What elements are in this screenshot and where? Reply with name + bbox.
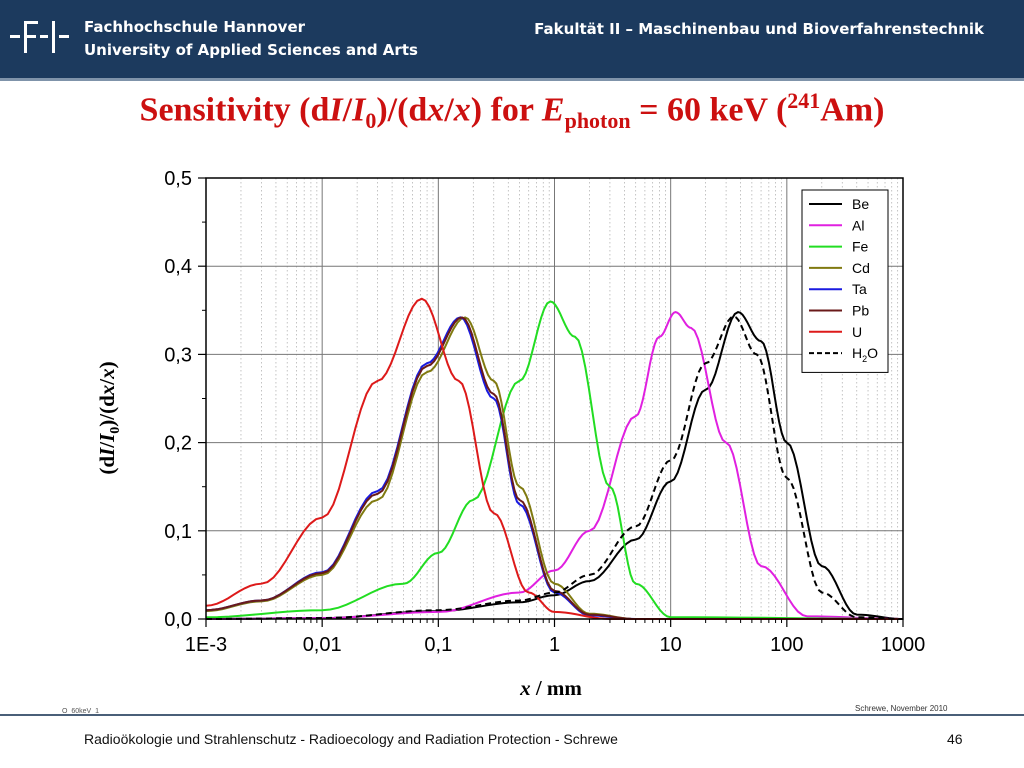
x-tick-label: 0,1: [424, 634, 452, 656]
footer-line: [0, 714, 1024, 716]
y-tick-label: 0,2: [164, 433, 192, 455]
y-label-part: x: [95, 385, 119, 397]
y-label-part: 0: [108, 427, 123, 434]
series-line-al: [206, 311, 904, 620]
legend-label-part: Ta: [852, 281, 867, 297]
y-tick-label: 0,0: [164, 609, 192, 631]
x-label-part: x: [519, 676, 531, 700]
y-label-part: /: [95, 441, 119, 449]
chart-series: [205, 297, 904, 620]
series-line-pb: [205, 316, 903, 620]
series-line-fe: [205, 300, 903, 620]
header-stripe: [0, 78, 1024, 81]
x-tick-label: 1E-3: [185, 634, 227, 656]
y-axis-label: (dI/I0)/(dx/x): [95, 361, 123, 474]
series-line-u: [205, 297, 903, 620]
title-part: = 60 keV (: [630, 91, 788, 129]
chart-ticks: 1E-3 0,01 0,1 1 10 100 1000 0,0 0,1 0,2 0,3 0,4 0,5: [164, 168, 925, 656]
legend-label-part: Cd: [852, 260, 870, 276]
title-part: ) for: [470, 91, 542, 129]
title-part: /: [444, 91, 454, 129]
title-part: photon: [564, 108, 631, 134]
y-label-part: x: [95, 368, 119, 380]
faculty-name: Fakultät II – Maschinenbau und Bioverfah…: [534, 20, 984, 38]
x-label-part: / mm: [531, 676, 583, 700]
legend-label-part: Fe: [852, 239, 869, 255]
x-tick-label: 1000: [881, 634, 926, 656]
x-tick-label: 0,01: [303, 634, 342, 656]
y-label-part: )/(d: [95, 395, 119, 427]
legend-label: Cd: [852, 260, 870, 276]
y-tick-label: 0,4: [164, 256, 192, 278]
series-line-h2o: [206, 315, 903, 620]
series-line-be: [206, 311, 904, 620]
title-part: I: [329, 91, 343, 129]
legend-label: Fe: [852, 239, 869, 255]
institution-name-en: University of Applied Sciences and Arts: [84, 41, 418, 59]
title-part: Sensitivity (d: [139, 91, 330, 129]
chart-title: Sensitivity (dI/I0)/(dx/x) for Ephoton =…: [0, 88, 1024, 134]
chart-grid: [205, 177, 904, 620]
title-part: /: [342, 91, 353, 129]
legend-box: [801, 189, 889, 373]
legend-label-part: Al: [852, 217, 864, 233]
legend-label-part: Pb: [852, 303, 869, 319]
title-part: I: [352, 91, 366, 129]
legend-label: Be: [852, 196, 869, 212]
y-tick-label: 0,1: [164, 521, 192, 543]
title-part: )/(d: [376, 91, 428, 129]
y-label-part: (d: [95, 456, 119, 475]
title-part: Am): [820, 91, 885, 129]
x-tick-label: 1: [549, 634, 560, 656]
x-tick-label: 10: [660, 634, 682, 656]
legend-label: Al: [852, 217, 864, 233]
title-part: 0: [365, 108, 377, 134]
page-number: 46: [947, 731, 963, 747]
header-bar: Fachhochschule Hannover University of Ap…: [0, 0, 1024, 78]
footer-text: Radioökologie und Strahlenschutz - Radio…: [84, 731, 618, 747]
legend-label-part: Be: [852, 196, 869, 212]
legend-label-part: H: [852, 345, 862, 361]
title-part: x: [427, 91, 445, 129]
legend-label: Pb: [852, 303, 869, 319]
x-axis-label: x / mm: [519, 676, 582, 700]
slide-id: O_60keV_1: [62, 708, 99, 715]
y-label-part: /: [95, 378, 119, 386]
legend-label: U: [852, 324, 862, 340]
y-label-part: I: [95, 447, 119, 457]
title-part: 241: [787, 88, 821, 113]
legend-label-sub: 2: [862, 354, 867, 364]
institution-name-de: Fachhochschule Hannover: [84, 18, 306, 36]
y-label-part: ): [95, 361, 119, 368]
author-credit: Schrewe, November 2010: [855, 704, 948, 713]
x-tick-label: 100: [770, 634, 803, 656]
y-tick-label: 0,5: [164, 168, 192, 190]
legend-label: Ta: [852, 281, 867, 297]
fhh-logo-icon: [10, 21, 69, 53]
legend-label: H2O: [852, 345, 878, 364]
title-part: E: [541, 91, 565, 129]
title-part: x: [453, 91, 471, 129]
legend-label-part: U: [852, 324, 862, 340]
y-label-part: I: [95, 433, 119, 443]
legend-label-part: O: [867, 345, 878, 361]
y-tick-label: 0,3: [164, 344, 192, 366]
